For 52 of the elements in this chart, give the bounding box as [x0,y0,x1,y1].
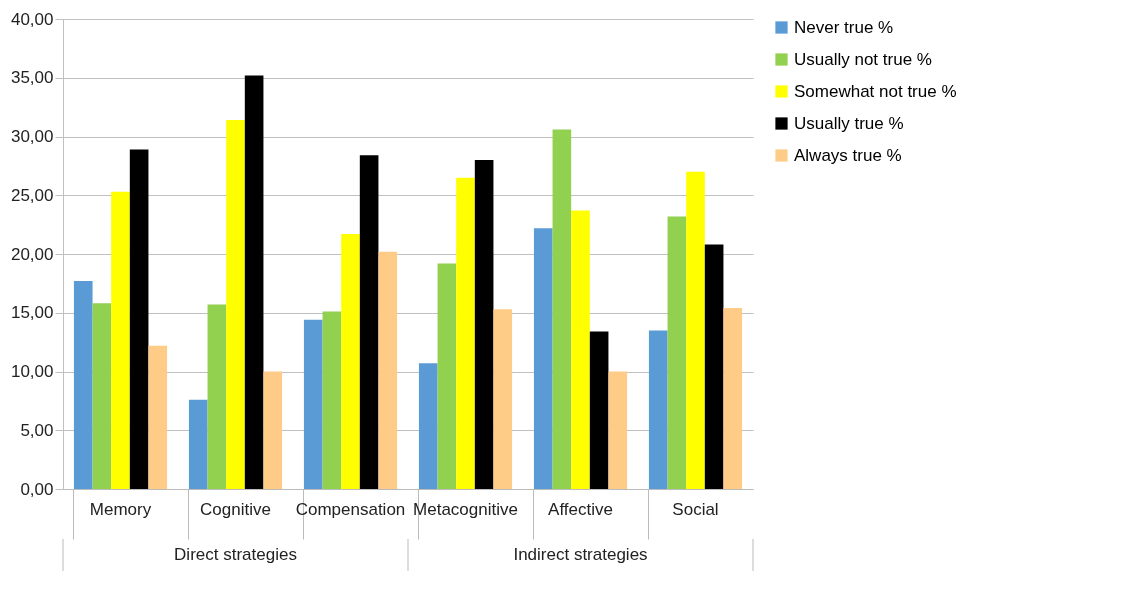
bar [493,309,513,489]
bar [437,263,457,489]
bar [92,303,112,489]
bar [552,129,572,489]
y-tick-label: 5,00 [20,420,54,440]
bar [456,177,475,489]
x-tick-label: Metacognitive [413,499,518,519]
bar [148,345,168,489]
y-tick-label: 10,00 [10,362,54,381]
bar [263,371,283,489]
bar [533,228,553,489]
x-tick-label: Memory [89,499,152,519]
bar [418,363,438,489]
legend-label: Usually not true % [794,49,932,69]
bar [589,331,609,489]
bar [244,75,264,489]
bar [686,171,705,489]
bar [378,251,398,489]
y-tick-label: 40,00 [10,9,54,29]
legend-label: Always true % [794,145,902,165]
bar [341,234,360,489]
bar [571,210,590,489]
y-tick-label: 15,00 [10,303,54,323]
bar [188,399,208,489]
legend-label: Somewhat not true % [794,81,957,101]
y-tick-label: 0,00 [20,479,54,499]
bar [704,244,724,489]
legend-label: Never true % [794,17,894,37]
bar [73,281,93,489]
y-tick-label: 25,00 [10,185,54,205]
bar [207,304,227,489]
bar [648,330,668,489]
legend-label: Usually true % [794,113,904,133]
x-tick-label: Social [672,499,719,519]
bar [474,160,494,489]
y-tick-label: 35,00 [10,68,54,88]
bar [723,308,743,489]
bar [667,216,687,489]
bar [129,149,149,489]
x-tick-label: Affective [548,499,613,519]
text: Indirect strategies [513,545,648,564]
y-tick-label: 20,00 [10,244,54,264]
x-tick-label: Cognitive [200,499,271,519]
bar [111,191,130,489]
bar [303,319,323,489]
bar [322,311,342,489]
y-tick-label: 30,00 [10,127,54,146]
x-tick-label: Compensation [295,499,406,519]
bar [226,120,245,489]
bar [608,371,628,489]
bar [359,155,379,489]
text: Direct strategies [174,545,297,564]
